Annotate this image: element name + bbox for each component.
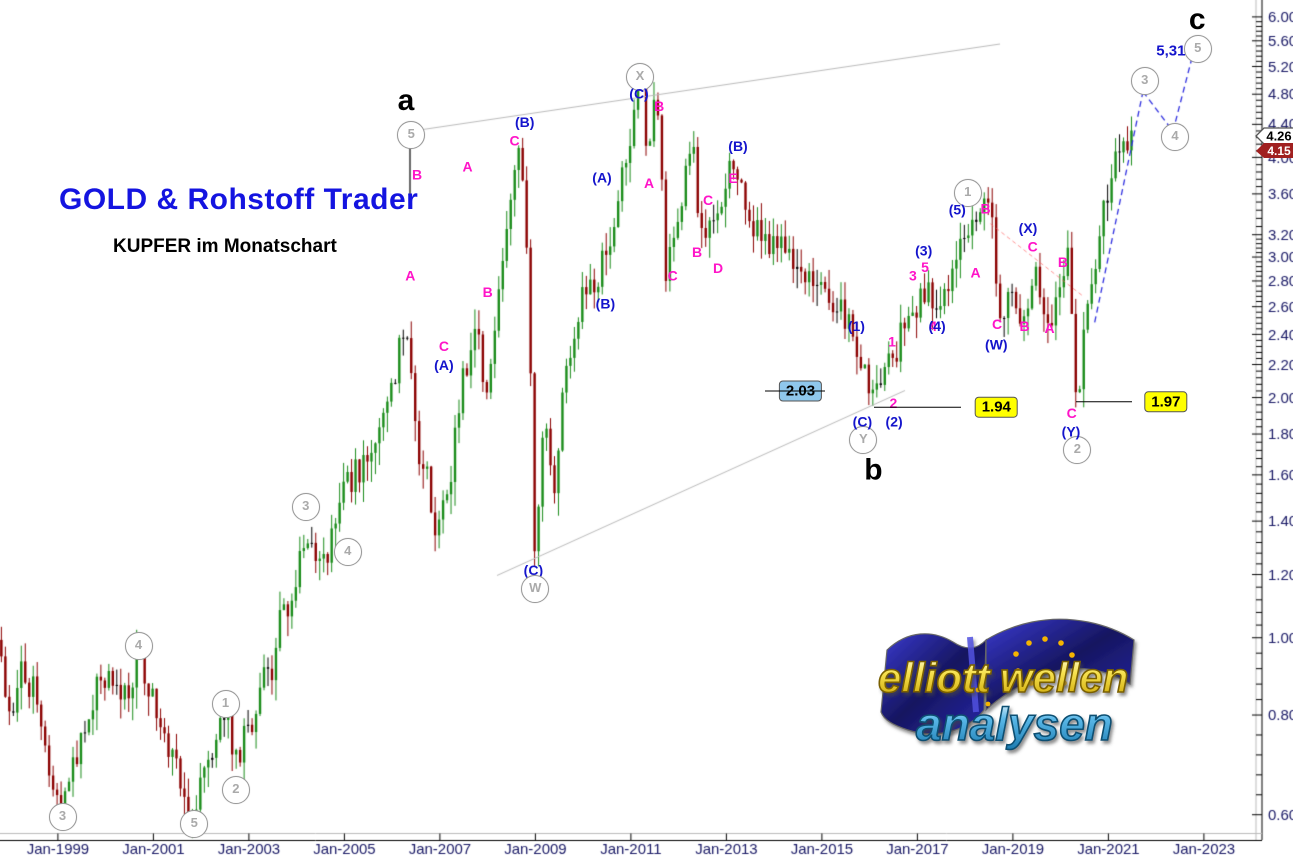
- svg-text:analysen: analysen: [916, 698, 1113, 750]
- svg-text:wellen: wellen: [1000, 654, 1128, 701]
- svg-text:4.26: 4.26: [1266, 129, 1291, 144]
- svg-text:4.15: 4.15: [1267, 144, 1291, 158]
- svg-text:elliott: elliott: [878, 654, 992, 701]
